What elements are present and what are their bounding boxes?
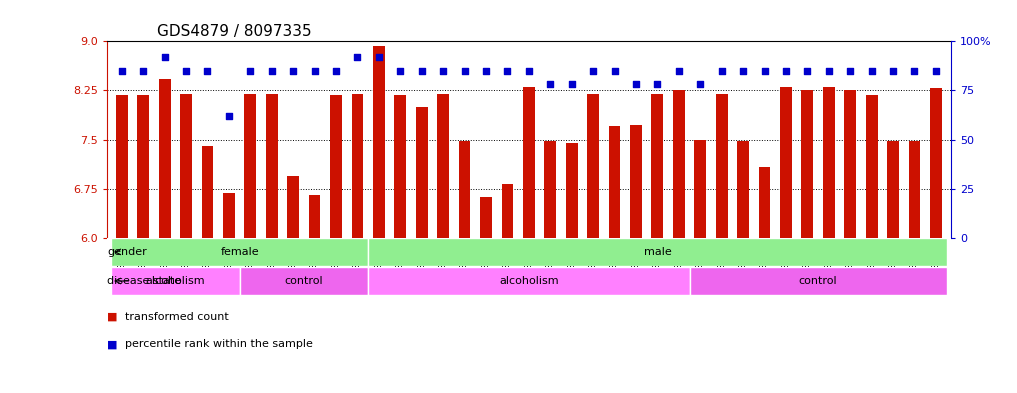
Point xyxy=(906,68,922,74)
Bar xyxy=(501,184,514,238)
Text: gender: gender xyxy=(107,247,147,257)
Text: ■: ■ xyxy=(107,312,121,322)
Bar xyxy=(223,193,235,238)
Bar xyxy=(240,267,368,295)
Bar xyxy=(780,87,792,238)
Point xyxy=(414,68,430,74)
Bar xyxy=(111,267,240,295)
Point xyxy=(221,113,237,119)
Text: control: control xyxy=(285,276,323,286)
Point xyxy=(242,68,258,74)
Point xyxy=(435,68,452,74)
Point xyxy=(778,68,794,74)
Point xyxy=(585,68,601,74)
Bar xyxy=(523,87,535,238)
Bar xyxy=(287,176,299,238)
Point xyxy=(863,68,880,74)
Point xyxy=(114,68,130,74)
Text: alcoholism: alcoholism xyxy=(145,276,205,286)
Point xyxy=(885,68,901,74)
Point xyxy=(135,68,152,74)
Point xyxy=(821,68,837,74)
Point xyxy=(457,68,473,74)
Point xyxy=(563,81,580,88)
Point xyxy=(393,68,409,74)
Bar xyxy=(801,90,814,238)
Bar xyxy=(716,94,727,238)
Text: transformed count: transformed count xyxy=(125,312,229,322)
Point xyxy=(714,68,730,74)
Point xyxy=(649,81,665,88)
Text: ■: ■ xyxy=(107,339,121,349)
Bar xyxy=(737,141,749,238)
Bar xyxy=(930,88,942,238)
Bar xyxy=(395,95,406,238)
Bar xyxy=(244,94,256,238)
Bar xyxy=(690,267,947,295)
Bar xyxy=(887,141,899,238)
Point xyxy=(799,68,816,74)
Bar xyxy=(416,107,427,238)
Bar xyxy=(111,238,368,266)
Point xyxy=(627,81,644,88)
Bar xyxy=(265,94,278,238)
Point xyxy=(199,68,216,74)
Point xyxy=(542,81,558,88)
Text: female: female xyxy=(221,247,259,257)
Point xyxy=(842,68,858,74)
Bar xyxy=(673,90,684,238)
Point xyxy=(928,68,944,74)
Point xyxy=(327,68,344,74)
Point xyxy=(606,68,622,74)
Bar xyxy=(137,95,149,238)
Bar xyxy=(759,167,771,238)
Bar xyxy=(695,140,706,238)
Bar xyxy=(368,267,690,295)
Point xyxy=(670,68,686,74)
Bar xyxy=(844,90,856,238)
Bar xyxy=(352,94,363,238)
Bar xyxy=(180,94,192,238)
Bar xyxy=(368,238,947,266)
Bar xyxy=(201,146,214,238)
Point xyxy=(735,68,752,74)
Text: control: control xyxy=(798,276,837,286)
Bar xyxy=(480,197,492,238)
Bar xyxy=(587,94,599,238)
Point xyxy=(478,68,494,74)
Bar xyxy=(459,141,471,238)
Bar xyxy=(608,127,620,238)
Point xyxy=(349,54,365,60)
Bar xyxy=(544,141,556,238)
Text: percentile rank within the sample: percentile rank within the sample xyxy=(125,339,313,349)
Bar xyxy=(309,195,320,238)
Text: disease state: disease state xyxy=(107,276,181,286)
Bar xyxy=(373,46,384,238)
Text: male: male xyxy=(644,247,671,257)
Point xyxy=(371,54,387,60)
Bar xyxy=(652,94,663,238)
Point xyxy=(757,68,773,74)
Text: alcoholism: alcoholism xyxy=(499,276,558,286)
Bar xyxy=(331,95,342,238)
Bar xyxy=(565,143,578,238)
Bar xyxy=(116,95,128,238)
Point xyxy=(285,68,301,74)
Point xyxy=(178,68,194,74)
Text: GDS4879 / 8097335: GDS4879 / 8097335 xyxy=(158,24,312,39)
Point xyxy=(693,81,709,88)
Point xyxy=(306,68,322,74)
Bar xyxy=(437,94,450,238)
Point xyxy=(263,68,280,74)
Bar xyxy=(823,87,835,238)
Point xyxy=(499,68,516,74)
Point xyxy=(157,54,173,60)
Bar xyxy=(865,95,878,238)
Bar xyxy=(159,79,171,238)
Bar xyxy=(631,125,642,238)
Point xyxy=(521,68,537,74)
Bar xyxy=(908,141,920,238)
